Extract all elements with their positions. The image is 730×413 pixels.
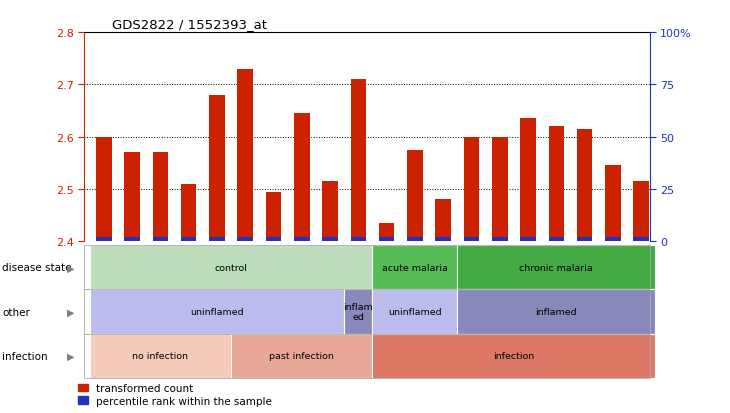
Bar [464, 237, 480, 242]
Bar [548, 237, 564, 242]
Legend: transformed count, percentile rank within the sample: transformed count, percentile rank withi… [78, 383, 272, 406]
Text: control: control [215, 263, 247, 272]
Bar [322, 182, 338, 242]
Bar [548, 127, 564, 242]
Bar [350, 80, 366, 242]
Bar [266, 192, 281, 242]
Bar [124, 153, 140, 242]
Bar [294, 114, 310, 242]
Text: infection: infection [493, 351, 534, 361]
Bar [435, 237, 451, 242]
Bar [435, 200, 451, 242]
Text: GDS2822 / 1552393_at: GDS2822 / 1552393_at [112, 17, 267, 31]
Text: chronic malaria: chronic malaria [520, 263, 593, 272]
Text: ▶: ▶ [67, 351, 74, 361]
Bar [577, 130, 593, 242]
Bar [153, 153, 168, 242]
Bar [407, 237, 423, 242]
Bar [350, 237, 366, 242]
Text: uninflamed: uninflamed [190, 307, 244, 316]
Bar [520, 237, 536, 242]
Bar [464, 138, 480, 242]
Bar [322, 237, 338, 242]
Bar [492, 237, 507, 242]
Bar [605, 237, 620, 242]
Bar [153, 237, 168, 242]
Bar [577, 237, 593, 242]
Bar [266, 237, 281, 242]
Bar [237, 69, 253, 242]
Text: ▶: ▶ [67, 263, 74, 273]
Bar [634, 237, 649, 242]
Text: ▶: ▶ [67, 307, 74, 317]
Bar [181, 184, 196, 242]
Bar [96, 138, 112, 242]
Text: infection: infection [2, 351, 48, 361]
Bar [96, 237, 112, 242]
Text: other: other [2, 307, 30, 317]
Text: no infection: no infection [132, 351, 188, 361]
Bar [379, 237, 394, 242]
Bar [209, 237, 225, 242]
Bar [492, 138, 507, 242]
Bar [124, 237, 140, 242]
Text: inflam
ed: inflam ed [343, 302, 373, 321]
Text: uninflamed: uninflamed [388, 307, 442, 316]
Text: inflamed: inflamed [536, 307, 577, 316]
Bar [379, 223, 394, 242]
Bar [634, 182, 649, 242]
Text: past infection: past infection [269, 351, 334, 361]
Text: disease state: disease state [2, 263, 72, 273]
Text: acute malaria: acute malaria [382, 263, 447, 272]
Bar [209, 96, 225, 242]
Bar [605, 166, 620, 242]
Bar [407, 150, 423, 242]
Bar [237, 237, 253, 242]
Bar [294, 237, 310, 242]
Bar [181, 237, 196, 242]
Bar [520, 119, 536, 242]
